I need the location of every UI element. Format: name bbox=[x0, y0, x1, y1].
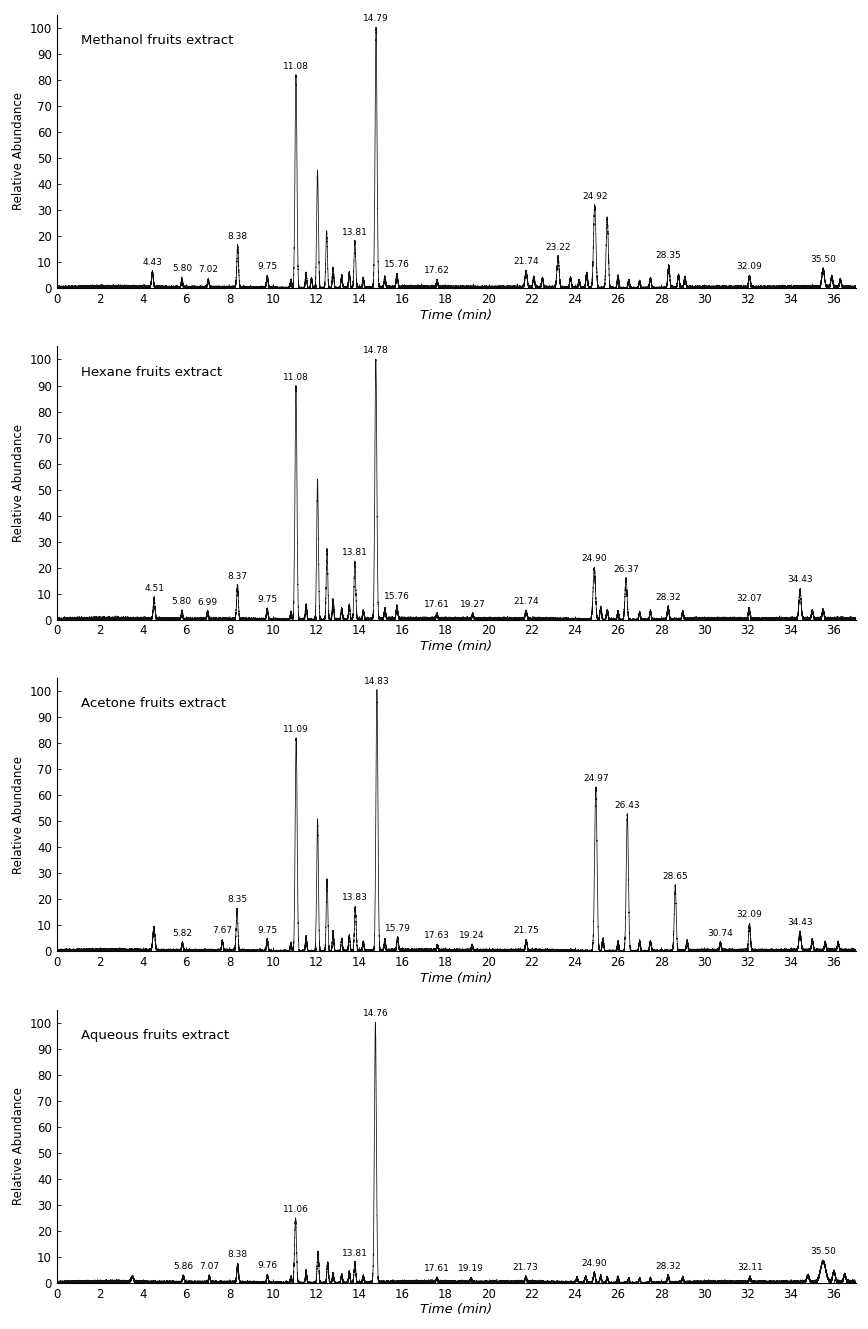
Text: 32.09: 32.09 bbox=[737, 910, 762, 920]
Text: 15.79: 15.79 bbox=[385, 924, 411, 933]
Text: 26.43: 26.43 bbox=[615, 801, 640, 809]
Text: 7.07: 7.07 bbox=[199, 1261, 220, 1271]
Text: 9.76: 9.76 bbox=[258, 1261, 278, 1271]
Text: 19.27: 19.27 bbox=[460, 599, 486, 609]
Text: 17.61: 17.61 bbox=[424, 599, 450, 609]
Text: 19.19: 19.19 bbox=[458, 1264, 483, 1273]
Y-axis label: Relative Abundance: Relative Abundance bbox=[12, 93, 25, 210]
Text: 35.50: 35.50 bbox=[811, 255, 836, 264]
Text: 15.76: 15.76 bbox=[385, 260, 410, 270]
Text: 13.81: 13.81 bbox=[342, 549, 368, 557]
X-axis label: Time (min): Time (min) bbox=[420, 308, 492, 322]
Text: 21.74: 21.74 bbox=[513, 258, 539, 266]
Text: 13.83: 13.83 bbox=[342, 893, 368, 902]
Text: 4.51: 4.51 bbox=[144, 583, 164, 593]
Text: 5.86: 5.86 bbox=[174, 1263, 194, 1271]
Text: Acetone fruits extract: Acetone fruits extract bbox=[81, 698, 226, 710]
Text: 11.06: 11.06 bbox=[283, 1205, 308, 1215]
Text: 19.24: 19.24 bbox=[459, 932, 485, 940]
Text: 24.92: 24.92 bbox=[582, 191, 608, 201]
Text: 8.35: 8.35 bbox=[227, 896, 247, 904]
Text: 17.61: 17.61 bbox=[424, 1264, 450, 1273]
Text: 34.43: 34.43 bbox=[787, 918, 813, 926]
Text: 28.65: 28.65 bbox=[662, 872, 688, 881]
Text: 32.09: 32.09 bbox=[737, 262, 762, 271]
X-axis label: Time (min): Time (min) bbox=[420, 971, 492, 985]
X-axis label: Time (min): Time (min) bbox=[420, 1304, 492, 1317]
Text: 26.37: 26.37 bbox=[613, 565, 639, 574]
Text: 24.90: 24.90 bbox=[582, 554, 608, 563]
Text: 8.38: 8.38 bbox=[227, 231, 247, 241]
Text: 11.08: 11.08 bbox=[283, 62, 309, 70]
Text: Aqueous fruits extract: Aqueous fruits extract bbox=[81, 1029, 229, 1042]
Text: 24.97: 24.97 bbox=[583, 775, 608, 783]
Text: 5.80: 5.80 bbox=[172, 597, 192, 606]
Text: 14.83: 14.83 bbox=[364, 676, 390, 686]
Text: 28.32: 28.32 bbox=[655, 1261, 681, 1271]
Text: 28.35: 28.35 bbox=[656, 251, 681, 260]
Text: 30.74: 30.74 bbox=[707, 929, 733, 938]
Text: 28.32: 28.32 bbox=[655, 593, 681, 602]
Text: 24.90: 24.90 bbox=[582, 1259, 607, 1268]
Text: 35.50: 35.50 bbox=[810, 1247, 836, 1256]
Text: 32.11: 32.11 bbox=[737, 1263, 763, 1272]
Text: 9.75: 9.75 bbox=[257, 595, 277, 603]
Text: 17.63: 17.63 bbox=[424, 932, 450, 940]
Text: 11.09: 11.09 bbox=[283, 726, 309, 734]
Y-axis label: Relative Abundance: Relative Abundance bbox=[12, 1087, 25, 1205]
Y-axis label: Relative Abundance: Relative Abundance bbox=[12, 756, 25, 873]
Text: 13.81: 13.81 bbox=[342, 1248, 368, 1257]
Text: Methanol fruits extract: Methanol fruits extract bbox=[81, 35, 233, 47]
Text: 4.43: 4.43 bbox=[142, 258, 162, 267]
Text: 32.07: 32.07 bbox=[736, 594, 762, 603]
Text: 14.78: 14.78 bbox=[363, 347, 389, 355]
Text: Hexane fruits extract: Hexane fruits extract bbox=[81, 365, 222, 379]
Text: 8.38: 8.38 bbox=[227, 1251, 248, 1260]
Text: 9.75: 9.75 bbox=[257, 262, 277, 271]
Text: 11.08: 11.08 bbox=[283, 372, 309, 381]
Text: 23.22: 23.22 bbox=[545, 243, 570, 251]
Text: 14.76: 14.76 bbox=[363, 1010, 388, 1018]
Text: 34.43: 34.43 bbox=[787, 575, 813, 585]
Text: 7.67: 7.67 bbox=[213, 926, 233, 936]
Text: 21.74: 21.74 bbox=[513, 597, 539, 606]
Text: 15.76: 15.76 bbox=[384, 591, 410, 601]
Text: 21.73: 21.73 bbox=[513, 1263, 538, 1272]
Text: 17.62: 17.62 bbox=[424, 266, 450, 275]
Text: 7.02: 7.02 bbox=[198, 266, 218, 275]
Text: 8.37: 8.37 bbox=[227, 571, 247, 581]
Text: 5.82: 5.82 bbox=[173, 929, 193, 938]
Y-axis label: Relative Abundance: Relative Abundance bbox=[12, 424, 25, 542]
Text: 5.80: 5.80 bbox=[172, 264, 192, 272]
Text: 6.99: 6.99 bbox=[197, 598, 218, 607]
Text: 14.79: 14.79 bbox=[363, 15, 389, 23]
Text: 9.75: 9.75 bbox=[257, 925, 277, 934]
Text: 13.81: 13.81 bbox=[342, 227, 368, 237]
X-axis label: Time (min): Time (min) bbox=[420, 641, 492, 654]
Text: 21.75: 21.75 bbox=[514, 926, 539, 936]
